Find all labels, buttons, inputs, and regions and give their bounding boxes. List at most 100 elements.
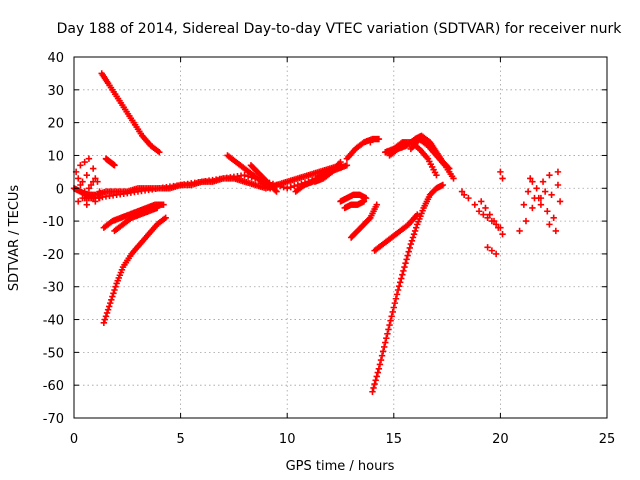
data-point <box>524 188 532 195</box>
data-point <box>529 178 536 185</box>
y-tick-label: -10 <box>43 215 64 230</box>
data-point <box>527 175 534 182</box>
data-point <box>482 204 489 212</box>
y-tick-label: 30 <box>47 84 64 99</box>
data-point <box>398 275 405 282</box>
data-point <box>379 348 387 355</box>
data-point <box>108 296 115 304</box>
data-point <box>343 162 351 169</box>
data-point <box>284 185 291 192</box>
data-point <box>273 188 280 195</box>
series-arc-early-scatter <box>72 155 103 208</box>
data-point <box>375 135 383 143</box>
data-point <box>376 361 384 368</box>
data-point <box>381 343 388 351</box>
data-point <box>412 224 420 231</box>
data-point <box>490 217 498 225</box>
data-point <box>111 286 118 294</box>
data-point <box>386 321 393 329</box>
data-point <box>488 247 496 254</box>
data-point <box>520 201 528 208</box>
data-point <box>100 319 108 327</box>
series-arc-minus-4 <box>337 191 370 205</box>
data-point <box>83 171 90 179</box>
data-point <box>396 279 404 286</box>
data-point <box>529 204 536 212</box>
data-point <box>87 191 95 199</box>
data-point <box>389 308 396 316</box>
data-point <box>291 182 298 190</box>
series-arc-afternoon-2 <box>247 162 280 195</box>
data-point <box>541 188 549 195</box>
data-point <box>375 365 383 372</box>
data-point <box>105 303 113 310</box>
data-point <box>484 244 491 251</box>
series-arc-minus-19 <box>371 211 421 254</box>
data-point <box>550 214 557 222</box>
series-arc-deep <box>369 181 447 395</box>
grid <box>74 57 607 418</box>
data-point <box>450 175 457 182</box>
data-point <box>371 380 378 388</box>
data-point <box>92 175 99 182</box>
x-tick-label: 20 <box>492 432 509 447</box>
y-axis-label: SDTVAR / TECUs <box>7 185 22 292</box>
data-point <box>394 286 402 294</box>
x-tick-label: 5 <box>176 432 184 447</box>
data-point <box>410 231 418 238</box>
data-point <box>160 201 167 208</box>
data-point <box>89 165 97 172</box>
data-point <box>101 316 109 323</box>
series-arc-afternoon-4 <box>311 158 344 185</box>
data-point <box>409 234 417 241</box>
data-point <box>492 221 500 228</box>
y-tick-label: 10 <box>47 149 64 164</box>
data-point <box>478 198 485 205</box>
data-point <box>79 178 86 185</box>
y-tick-label: -60 <box>43 379 64 394</box>
data-point <box>484 214 491 222</box>
data-point <box>406 244 413 252</box>
data-point <box>96 194 103 202</box>
data-point <box>548 191 555 199</box>
data-point <box>495 224 502 231</box>
data-point <box>280 183 287 191</box>
data-point <box>522 217 530 225</box>
data-point <box>110 290 117 297</box>
data-point <box>402 260 409 267</box>
series-arc-evening <box>458 188 506 258</box>
data-point <box>405 248 412 255</box>
data-point <box>499 231 506 238</box>
data-point <box>414 211 421 218</box>
y-tick-label: -50 <box>43 346 64 361</box>
data-point <box>539 178 547 185</box>
y-tick-label: -40 <box>43 314 64 329</box>
data-point <box>395 282 403 290</box>
data-point <box>77 162 84 169</box>
y-tick-label: -70 <box>43 412 64 427</box>
data-point <box>370 384 377 392</box>
data-point <box>392 295 400 302</box>
data-points <box>70 70 564 395</box>
data-point <box>433 171 440 179</box>
data-point <box>362 194 370 202</box>
data-point <box>378 352 386 359</box>
data-point <box>287 183 294 191</box>
data-point <box>404 252 411 259</box>
data-point <box>537 201 545 208</box>
data-point <box>75 175 82 182</box>
series-arc-rising-41 <box>100 214 169 327</box>
series-arc-rising-13 <box>111 204 161 235</box>
data-point <box>544 208 551 215</box>
y-tick-label: -20 <box>43 248 64 263</box>
data-point <box>465 194 472 202</box>
data-point <box>94 191 101 199</box>
data-point <box>486 211 493 218</box>
chart-title: Day 188 of 2014, Sidereal Day-to-day VTE… <box>57 21 623 37</box>
data-point <box>272 187 279 194</box>
data-point <box>554 168 562 176</box>
series-arc-night <box>516 168 564 235</box>
data-point <box>533 185 540 192</box>
data-point <box>390 145 397 153</box>
